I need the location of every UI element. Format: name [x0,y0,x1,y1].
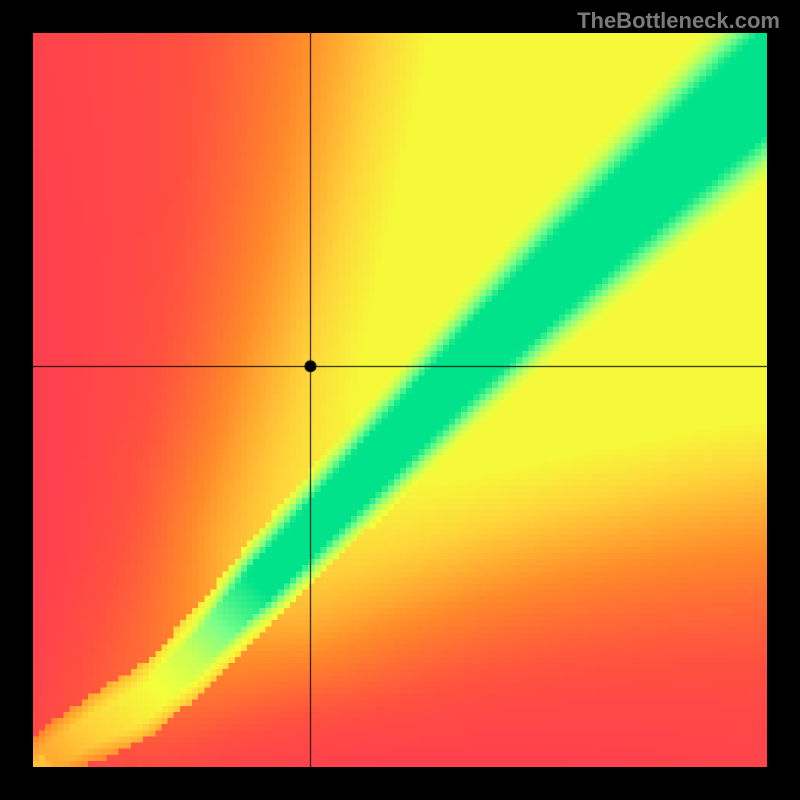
bottleneck-heatmap [33,33,767,767]
chart-container: TheBottleneck.com [0,0,800,800]
watermark-text: TheBottleneck.com [577,8,780,34]
